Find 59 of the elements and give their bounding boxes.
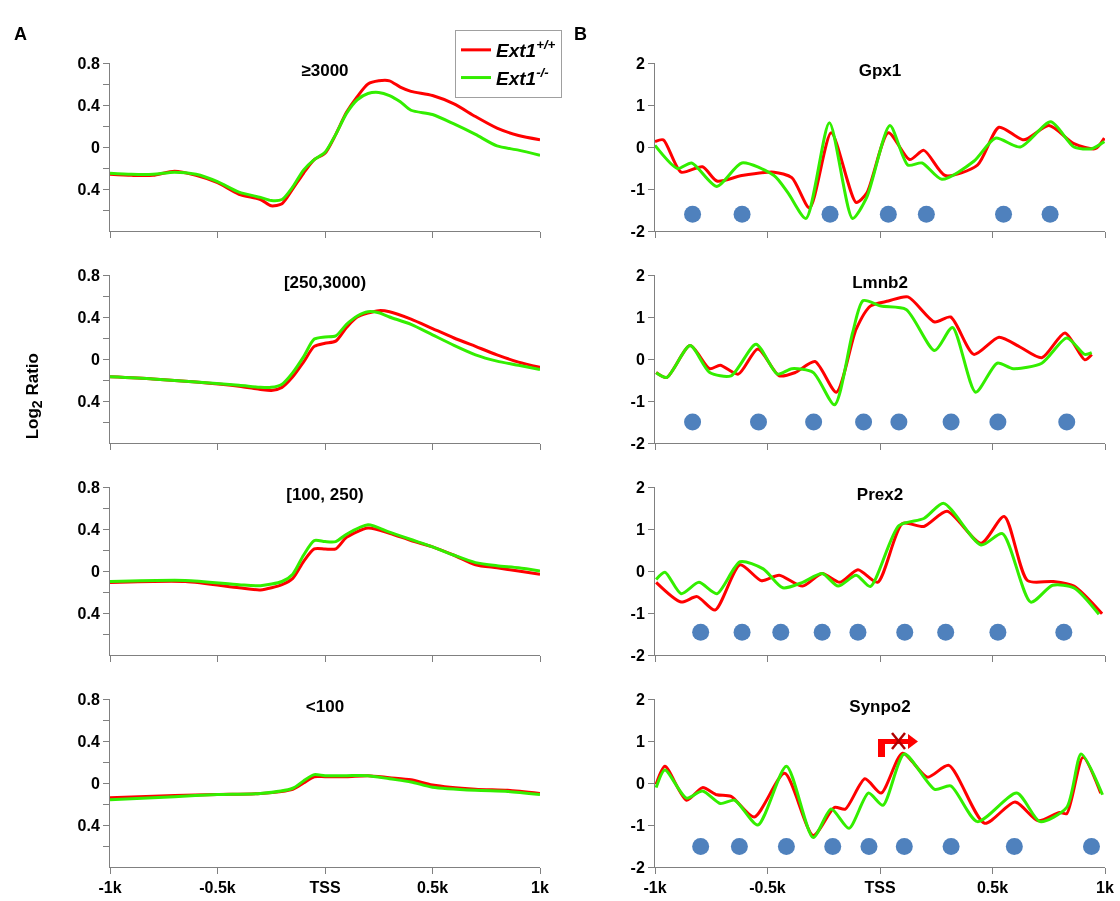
y-tick-label: 0.8 bbox=[77, 266, 100, 284]
chart-title: Synpo2 bbox=[849, 696, 911, 716]
y-tick-label: 1 bbox=[635, 732, 645, 750]
y-tick-label: 1 bbox=[635, 96, 645, 114]
x-tick-label: 0.5k bbox=[416, 879, 449, 897]
y-tick-label: 0 bbox=[90, 562, 100, 580]
x-tick-label: TSS bbox=[309, 879, 341, 897]
y-tick-label: -2 bbox=[630, 646, 645, 664]
y-tick-label: -1 bbox=[630, 392, 645, 410]
text: B bbox=[574, 24, 587, 44]
y-tick-label: 0.8 bbox=[77, 54, 100, 72]
x-tick-label: 1k bbox=[531, 879, 549, 897]
y-tick-label: -2 bbox=[630, 222, 645, 240]
chart-title: [100, 250) bbox=[286, 484, 364, 504]
y-tick-label: 0.4 bbox=[77, 96, 100, 114]
x-tick-label: -1k bbox=[98, 879, 122, 897]
y-tick-label: 0.4 bbox=[77, 732, 100, 750]
y-tick-label: 0 bbox=[635, 562, 645, 580]
chart-title: Prex2 bbox=[856, 484, 904, 504]
y-tick-label: 0.8 bbox=[77, 478, 100, 496]
y-tick-label: -1 bbox=[630, 604, 645, 622]
x-tick-label: TSS bbox=[864, 879, 896, 897]
y-tick-label: -1 bbox=[630, 816, 645, 834]
y-tick-label: 0.4 bbox=[77, 816, 100, 834]
x-tick-label: -0.5k bbox=[749, 879, 786, 897]
chart-title: <100 bbox=[305, 696, 345, 716]
y-tick-label: 2 bbox=[635, 54, 645, 72]
y-tick-label: -1 bbox=[630, 180, 645, 198]
y-tick-label: 0 bbox=[90, 350, 100, 368]
legend-label: Ext1$^{-/-}$ bbox=[496, 64, 550, 89]
chart-title: ≥3000 bbox=[301, 60, 349, 80]
y-tick-label: -2 bbox=[630, 434, 645, 452]
chart-title: [250,3000) bbox=[283, 272, 367, 292]
y-tick-label: 0.4 bbox=[77, 308, 100, 326]
y-tick-label: 0.4 bbox=[77, 520, 100, 538]
y-tick-label: 1 bbox=[635, 308, 645, 326]
x-tick-label: 0.5k bbox=[976, 879, 1009, 897]
y-tick-label: 2 bbox=[635, 266, 645, 284]
text: A bbox=[14, 24, 27, 44]
y-tick-label: 0.8 bbox=[77, 690, 100, 708]
x-tick-label: -1k bbox=[643, 879, 667, 897]
y-tick-label: 0 bbox=[90, 138, 100, 156]
y-tick-label: 2 bbox=[635, 690, 645, 708]
y-tick-label: 1 bbox=[635, 520, 645, 538]
chart-title: Gpx1 bbox=[858, 60, 902, 80]
y-tick-label: 0 bbox=[90, 774, 100, 792]
y-tick-label: 0 bbox=[635, 774, 645, 792]
legend-label: Ext1$^{+/+}$ bbox=[496, 37, 556, 62]
x-tick-label: -0.5k bbox=[199, 879, 236, 897]
y-tick-label: 0 bbox=[635, 350, 645, 368]
y-tick-label: 0.4 bbox=[77, 604, 100, 622]
chart-title: Lmnb2 bbox=[852, 272, 908, 292]
x-tick-label: 1k bbox=[1096, 879, 1114, 897]
y-tick-label: -2 bbox=[630, 858, 645, 876]
y-tick-label: 2 bbox=[635, 478, 645, 496]
line-series bbox=[655, 299, 1094, 407]
y-tick-label: 0 bbox=[635, 138, 645, 156]
y-tick-label: 0.4 bbox=[77, 392, 100, 410]
y-tick-label: 0.4 bbox=[77, 180, 100, 198]
